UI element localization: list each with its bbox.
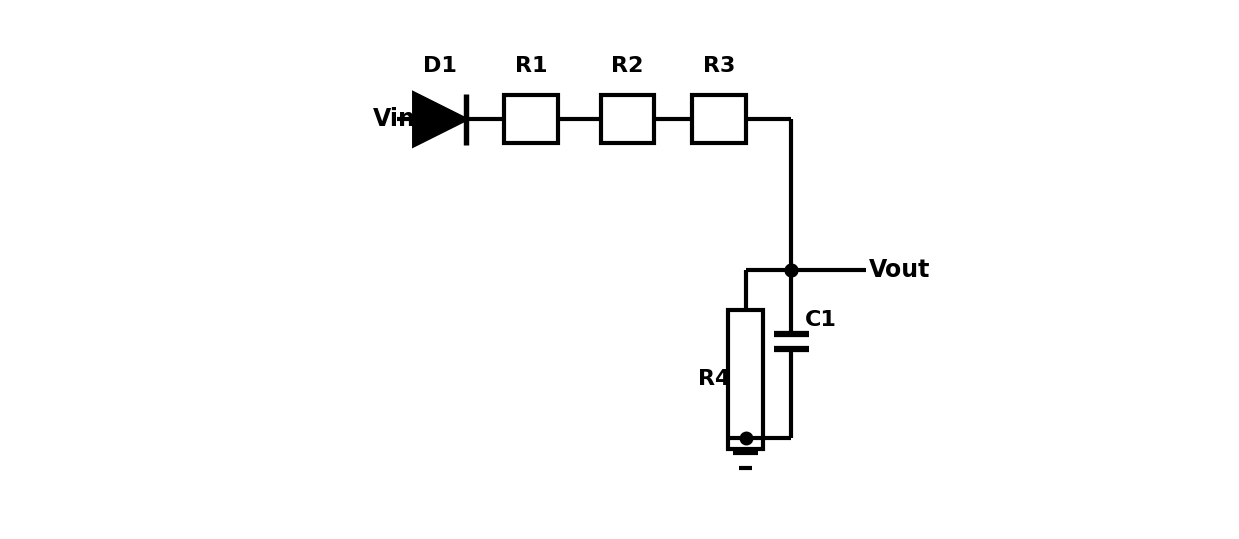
- Bar: [729, 310, 763, 449]
- Bar: [504, 95, 558, 143]
- Text: R2: R2: [611, 56, 644, 76]
- Polygon shape: [414, 94, 466, 145]
- Text: D1: D1: [422, 56, 457, 76]
- Bar: [691, 95, 746, 143]
- Bar: [601, 95, 654, 143]
- Text: R3: R3: [703, 56, 735, 76]
- Text: R4: R4: [699, 369, 731, 389]
- Text: R1: R1: [514, 56, 548, 76]
- Text: Vout: Vout: [869, 258, 930, 281]
- Text: C1: C1: [804, 310, 836, 330]
- Text: Vin: Vin: [373, 107, 416, 132]
